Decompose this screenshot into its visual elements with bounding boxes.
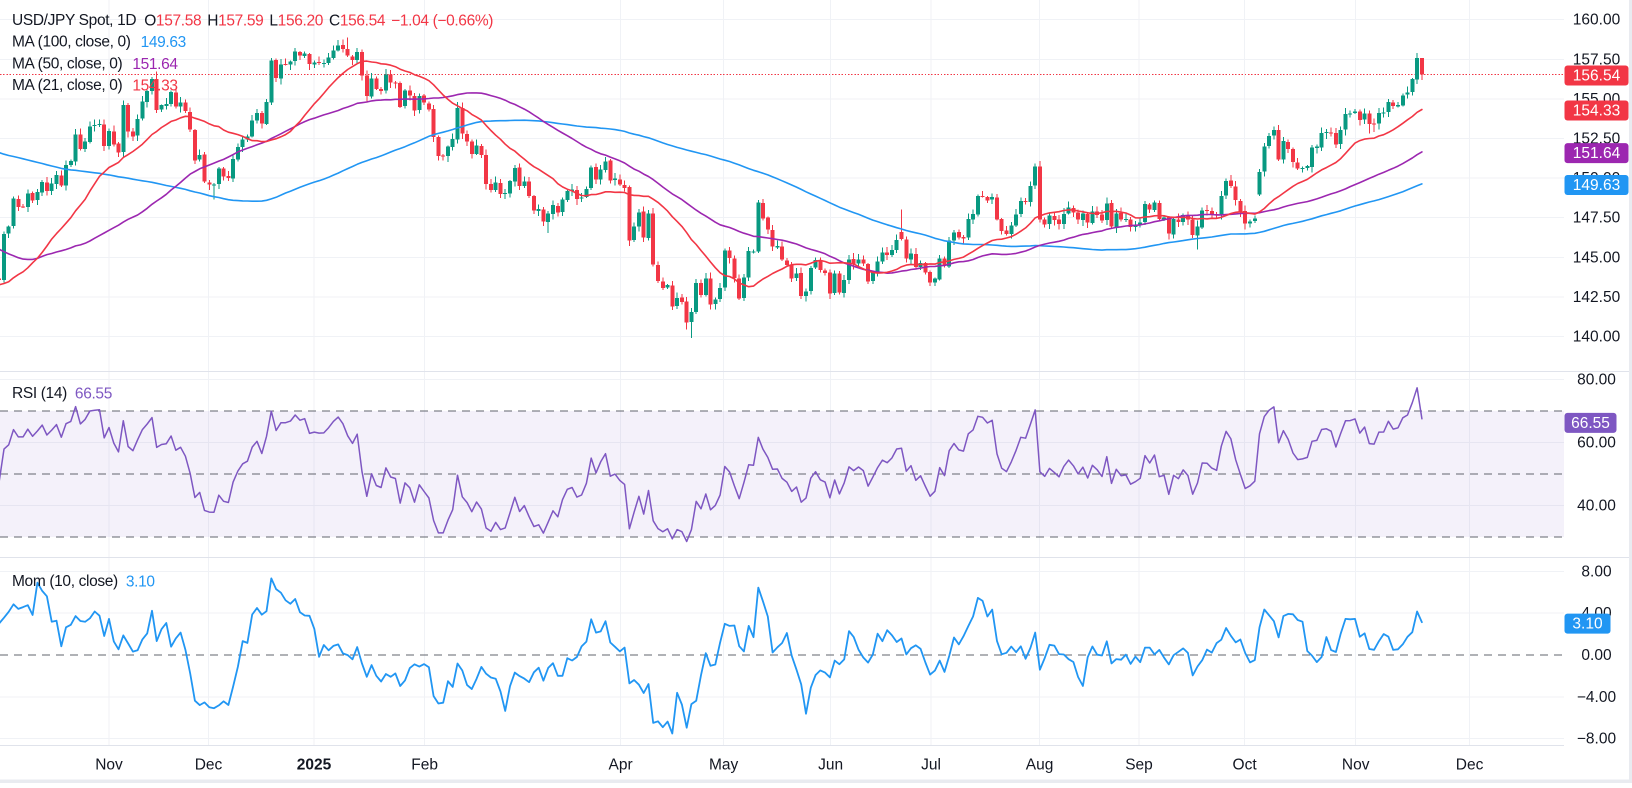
svg-text:Aug: Aug: [1026, 757, 1054, 774]
svg-text:3.10: 3.10: [1572, 616, 1603, 633]
svg-text:8.00: 8.00: [1581, 563, 1612, 580]
svg-text:154.33: 154.33: [1573, 103, 1620, 120]
svg-text:Nov: Nov: [1342, 757, 1370, 774]
svg-text:Oct: Oct: [1233, 757, 1258, 774]
svg-text:149.63: 149.63: [1573, 177, 1620, 194]
svg-text:157.50: 157.50: [1573, 51, 1621, 68]
svg-text:Jul: Jul: [921, 757, 941, 774]
svg-text:−4.00: −4.00: [1577, 689, 1617, 706]
svg-text:MA (50, close, 0)151.64: MA (50, close, 0) 151.64: [12, 56, 178, 73]
svg-text:Sep: Sep: [1125, 757, 1153, 774]
svg-text:Mom (10, close)3.10: Mom (10, close) 3.10: [12, 573, 155, 590]
svg-text:151.64: 151.64: [1573, 145, 1621, 162]
svg-text:May: May: [709, 757, 739, 774]
svg-text:156.54: 156.54: [1573, 68, 1621, 85]
svg-text:Dec: Dec: [195, 757, 223, 774]
svg-text:0.00: 0.00: [1581, 647, 1612, 664]
svg-text:145.00: 145.00: [1573, 249, 1621, 266]
svg-text:Jun: Jun: [818, 757, 843, 774]
svg-text:2025: 2025: [297, 757, 332, 774]
svg-text:160.00: 160.00: [1573, 12, 1621, 29]
svg-text:Dec: Dec: [1456, 757, 1484, 774]
svg-text:60.00: 60.00: [1577, 435, 1616, 452]
svg-text:Feb: Feb: [411, 757, 438, 774]
svg-text:−8.00: −8.00: [1577, 731, 1617, 748]
svg-text:MA (100, close, 0)149.63: MA (100, close, 0) 149.63: [12, 34, 186, 51]
svg-text:MA (21, close, 0)154.33: MA (21, close, 0) 154.33: [12, 77, 178, 94]
svg-text:Nov: Nov: [95, 757, 123, 774]
svg-text:147.50: 147.50: [1573, 210, 1621, 227]
svg-text:80.00: 80.00: [1577, 372, 1616, 389]
svg-text:RSI (14)66.55: RSI (14) 66.55: [12, 385, 112, 402]
svg-text:Apr: Apr: [609, 757, 633, 774]
svg-text:66.55: 66.55: [1571, 415, 1610, 432]
svg-text:142.50: 142.50: [1573, 289, 1621, 306]
svg-text:140.00: 140.00: [1573, 329, 1621, 346]
svg-text:40.00: 40.00: [1577, 498, 1616, 515]
